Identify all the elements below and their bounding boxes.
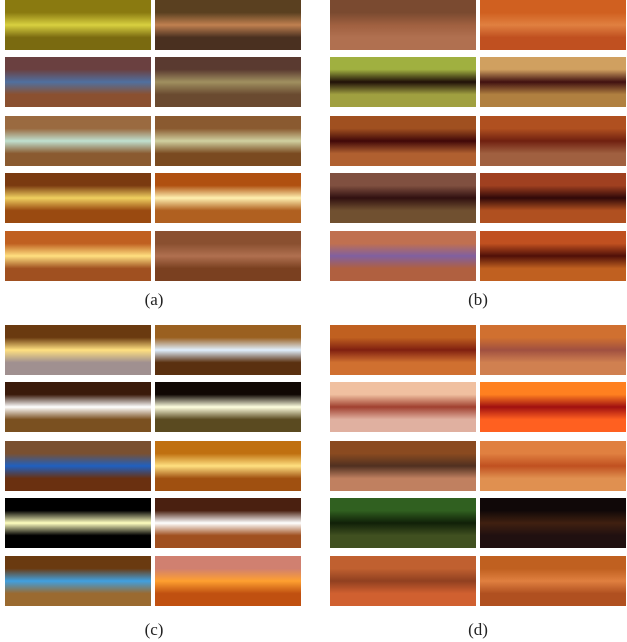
- figure: (a) (b) (c) (d): [0, 0, 627, 642]
- texture-patch: [480, 0, 626, 50]
- texture-patch: [330, 0, 476, 50]
- panel-label: (b): [448, 290, 508, 310]
- texture-patch: [480, 231, 626, 281]
- texture-patch: [155, 231, 301, 281]
- texture-patch: [480, 325, 626, 375]
- texture-patch: [5, 556, 151, 606]
- texture-patch: [480, 441, 626, 491]
- panel-label: (d): [448, 620, 508, 640]
- texture-patch: [5, 498, 151, 548]
- texture-patch: [480, 382, 626, 432]
- panel-label: (a): [124, 290, 184, 310]
- texture-patch: [480, 57, 626, 107]
- texture-patch: [5, 0, 151, 50]
- texture-patch: [155, 116, 301, 166]
- texture-patch: [480, 173, 626, 223]
- texture-patch: [155, 0, 301, 50]
- texture-patch: [480, 116, 626, 166]
- texture-patch: [155, 173, 301, 223]
- texture-patch: [155, 57, 301, 107]
- texture-patch: [155, 325, 301, 375]
- texture-patch: [330, 382, 476, 432]
- texture-patch: [5, 173, 151, 223]
- texture-patch: [330, 116, 476, 166]
- texture-patch: [5, 57, 151, 107]
- panel-label: (c): [124, 620, 184, 640]
- texture-patch: [155, 441, 301, 491]
- texture-patch: [5, 382, 151, 432]
- texture-patch: [480, 498, 626, 548]
- texture-patch: [5, 116, 151, 166]
- texture-patch: [330, 57, 476, 107]
- texture-patch: [5, 325, 151, 375]
- texture-patch: [5, 231, 151, 281]
- texture-patch: [155, 382, 301, 432]
- texture-patch: [330, 173, 476, 223]
- texture-patch: [330, 498, 476, 548]
- texture-patch: [480, 556, 626, 606]
- texture-patch: [5, 441, 151, 491]
- texture-patch: [330, 325, 476, 375]
- texture-patch: [330, 556, 476, 606]
- texture-patch: [330, 441, 476, 491]
- texture-patch: [330, 231, 476, 281]
- texture-patch: [155, 498, 301, 548]
- texture-patch: [155, 556, 301, 606]
